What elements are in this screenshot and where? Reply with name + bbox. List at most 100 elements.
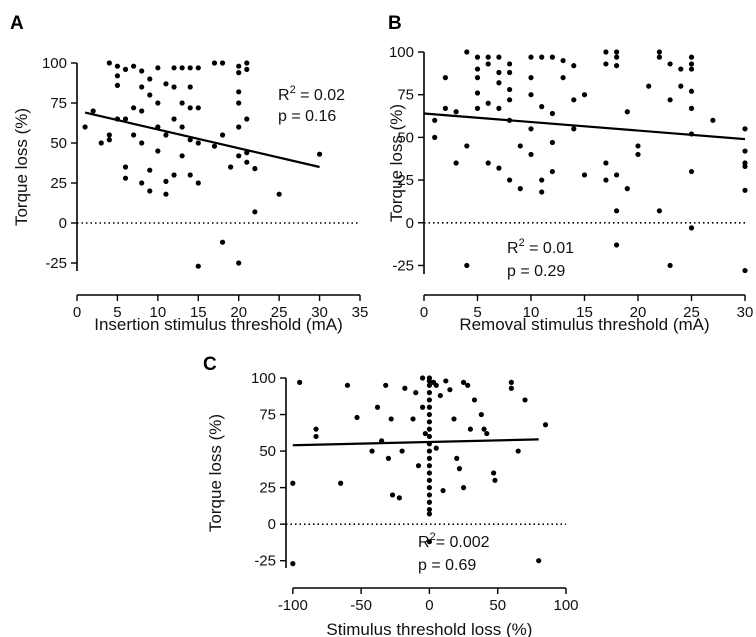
panel-b-y-tick-label: 25	[397, 172, 414, 189]
panel-c-data-point	[419, 375, 426, 381]
panel-b-data-point	[539, 54, 545, 60]
panel-a-x-axis-label: Insertion stimulus threshold (mA)	[94, 315, 342, 334]
panel-b-data-point	[688, 168, 695, 175]
panel-b-data-point	[453, 109, 459, 115]
panel-a-data-point	[171, 84, 177, 90]
panel-c-data-point	[478, 411, 484, 418]
panel-a-x-tick-label: 10	[150, 304, 167, 321]
panel-c-data-point	[426, 463, 433, 469]
panel-a-data-point	[139, 140, 145, 146]
panel-a-data-point	[187, 137, 193, 143]
panel-a-data-point	[106, 137, 112, 143]
panel-b-data-point	[603, 177, 609, 183]
panel-b-data-point	[742, 163, 748, 170]
panel-c-data-point	[354, 414, 360, 421]
panel-a-data-point	[236, 100, 242, 106]
panel-c-data-point	[426, 492, 433, 498]
panel-c-y-tick-label: 75	[259, 407, 276, 424]
panel-a-data-point	[236, 153, 242, 159]
panel-b-y-tick-label: -25	[392, 257, 414, 274]
panel-b-data-point	[581, 92, 588, 98]
panel-a-data-point	[131, 132, 137, 138]
panel-b-chart: B -25 0 25 50 75 100 0 5 10 15 20 25 30 Removal stimul…	[387, 13, 753, 334]
panel-c-data-point	[426, 382, 433, 388]
panel-b-x-tick-label: 5	[473, 304, 481, 321]
panel-b-data-point	[614, 208, 620, 214]
panel-b-data-point	[496, 80, 502, 86]
panel-c-data-point	[508, 385, 514, 391]
panel-b-data-point	[496, 165, 502, 171]
panel-a-data-point	[179, 153, 185, 159]
panel-a-data-point	[219, 239, 226, 245]
panel-a-data-point	[195, 65, 201, 71]
panel-b-data-point	[688, 54, 695, 60]
panel-b-y-tick-label: 100	[389, 44, 414, 61]
panel-a-data-point	[122, 164, 129, 170]
panel-b-y-tick-label: 75	[397, 87, 414, 104]
panel-c-data-point	[440, 487, 446, 494]
panel-c-x-tick-label: -100	[278, 597, 308, 614]
panel-c-data-point	[369, 448, 375, 454]
panel-a-data-point	[122, 116, 129, 122]
panel-c-data-point	[396, 495, 402, 501]
panel-a-data-point	[316, 151, 323, 157]
panel-b-data-point	[742, 187, 748, 193]
panel-c-y-tick-label: -25	[254, 553, 276, 570]
panel-a-y-tick-label: -25	[45, 255, 67, 272]
panel-b-data-point	[742, 267, 748, 274]
panel-a-x-tick-label: 35	[352, 304, 369, 321]
panel-b-regression-line	[423, 112, 746, 141]
panel-a-data-point	[163, 178, 169, 184]
panel-a-y-tick-label: 25	[50, 175, 67, 192]
panel-c-data-point	[290, 561, 296, 567]
panel-a-regression-line	[84, 111, 320, 169]
panel-b-data-point	[667, 97, 673, 103]
panel-a-data-point	[244, 66, 250, 72]
panel-a-p-value: p = 0.16	[278, 108, 336, 125]
panel-b-data-point	[614, 242, 620, 248]
panel-b-data-point	[688, 61, 695, 67]
panel-c-data-point	[338, 480, 344, 486]
panel-b-data-point	[485, 160, 491, 166]
panel-b-data-point	[507, 61, 513, 67]
panel-b-data-point	[528, 92, 534, 98]
panel-b-data-point	[517, 143, 523, 149]
panel-a-data-point	[252, 166, 258, 172]
panel-b-data-point	[560, 75, 566, 81]
panel-c-data-point	[385, 455, 392, 461]
panel-a-chart: A -25 0 25 50 75 100 0 5 10 15 20 25 30 35 Insertion st…	[10, 13, 368, 334]
panel-a-data-point	[98, 140, 104, 146]
panel-b-data-point	[485, 54, 491, 60]
panel-c-data-point	[454, 455, 460, 461]
panel-b-r-squared: R2 = 0.01	[507, 237, 574, 257]
panel-b-data-point	[507, 177, 513, 183]
panel-b-data-point	[656, 49, 663, 55]
panel-a-data-point	[171, 65, 177, 71]
panel-c-data-point	[465, 382, 471, 388]
panel-c-data-point	[426, 433, 433, 440]
panel-a-data-point	[155, 100, 161, 106]
panel-b-data-point	[571, 97, 577, 103]
panel-b-data-point	[635, 143, 641, 149]
panel-c-data-point	[426, 539, 433, 545]
panel-b-data-point	[528, 126, 534, 132]
panel-b-data-point	[517, 186, 523, 192]
panel-b-x-axis-label: Removal stimulus threshold (mA)	[459, 315, 709, 334]
panel-c-data-point	[399, 448, 405, 454]
panel-b-data-point	[667, 61, 673, 67]
panel-b-data-point	[474, 54, 481, 60]
panel-b-data-point	[496, 54, 502, 60]
panel-c-data-point	[460, 379, 467, 385]
panel-c-y-tick-label: 100	[251, 370, 276, 387]
panel-c-data-point	[313, 433, 319, 440]
panel-a-data-point	[163, 81, 169, 87]
panel-a-x-tick-label: 30	[311, 304, 328, 321]
panel-b-data-point	[688, 105, 695, 111]
panel-b-data-point	[614, 49, 620, 55]
panel-b-data-point	[603, 160, 609, 166]
panel-c-data-point	[426, 378, 433, 384]
panel-b-data-point	[442, 105, 448, 111]
panel-c-data-point	[415, 463, 422, 469]
panel-a-data-point	[187, 65, 193, 71]
